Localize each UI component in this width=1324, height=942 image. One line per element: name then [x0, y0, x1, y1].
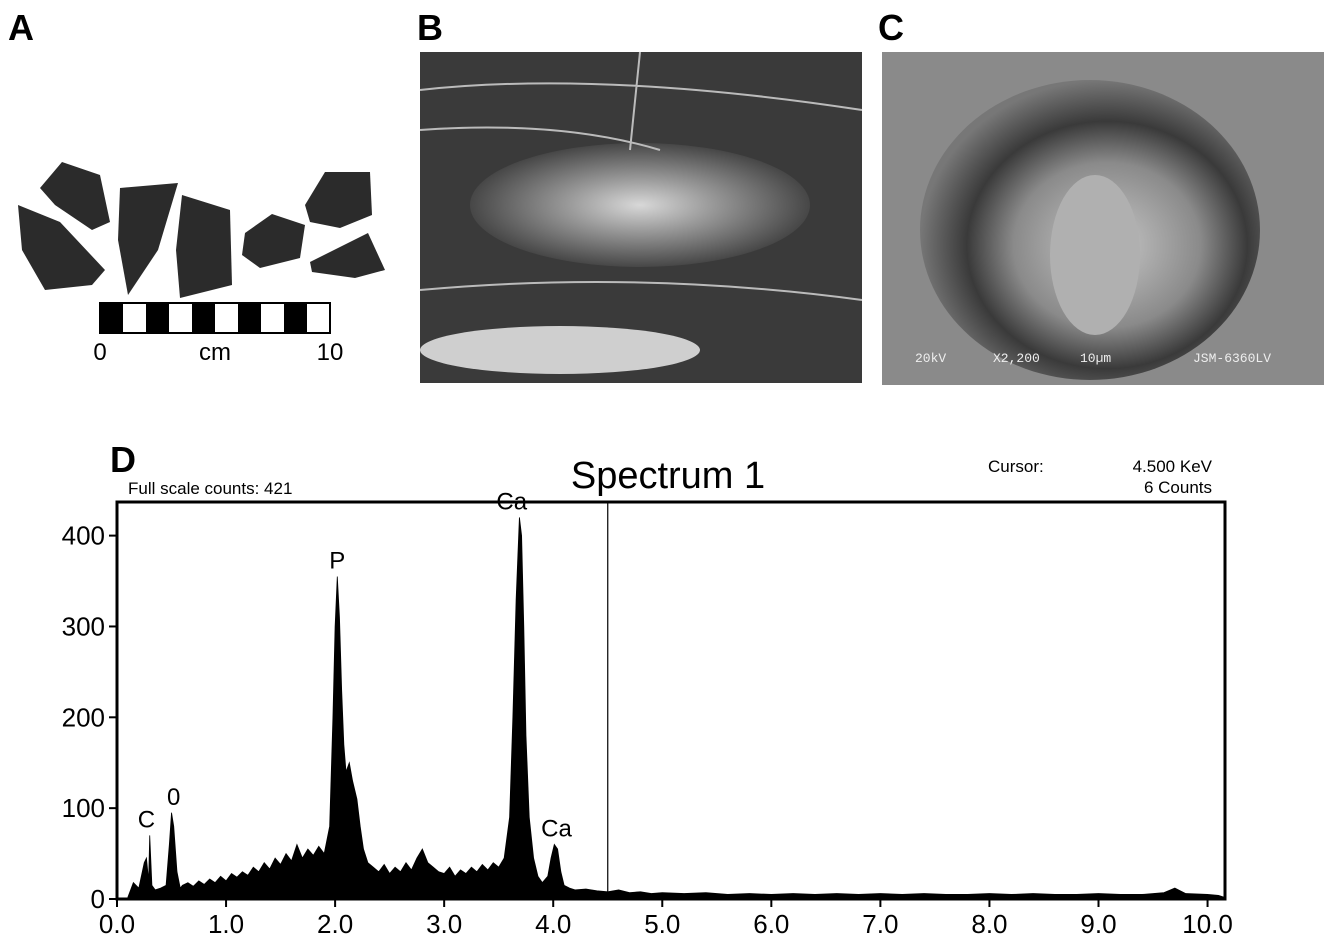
y-tick-label: 300 [62, 611, 105, 641]
panel-label: D [110, 439, 136, 480]
sem-overlay: X2,200 [993, 351, 1040, 366]
scale-label: cm [199, 339, 231, 366]
cursor-energy: 4.500 KeV [1133, 457, 1213, 476]
x-tick-label: 7.0 [862, 909, 898, 939]
x-tick-label: 0.0 [99, 909, 135, 939]
scale-label: 0 [93, 339, 106, 366]
panel-label: C [878, 7, 904, 48]
chart-title: Spectrum 1 [571, 455, 765, 497]
peak-label: Ca [541, 816, 572, 843]
panel-label: B [417, 7, 443, 48]
x-tick-label: 8.0 [971, 909, 1007, 939]
plot: 0 100 200 300 400 0.0 1.0 2.0 3.0 4.0 5.0 6.0 7.0 8.0… [62, 489, 1233, 939]
x-tick-label: 9.0 [1080, 909, 1116, 939]
sem-overlay: JSM-6360LV [1193, 351, 1271, 366]
sem-image [882, 52, 1324, 385]
x-tick-label: 1.0 [208, 909, 244, 939]
x-tick-label: 10.0 [1182, 909, 1233, 939]
sem-overlay: 10µm [1080, 351, 1111, 366]
scale-label: 10 [317, 339, 344, 366]
y-tick-label: 400 [62, 521, 105, 551]
sem-image [419, 51, 863, 383]
y-tick-label: 100 [62, 793, 105, 823]
y-tick-label: 200 [62, 702, 105, 732]
cursor-counts: 6 Counts [1144, 478, 1212, 497]
sem-overlay: 20kV [915, 351, 946, 366]
panel-label: A [8, 7, 34, 48]
peak-label: 0 [167, 784, 180, 811]
full-scale-counts: Full scale counts: 421 [128, 479, 292, 498]
y-tick-label: 0 [91, 884, 105, 914]
x-tick-label: 3.0 [426, 909, 462, 939]
scale-bar [99, 302, 331, 334]
peak-label: C [138, 807, 155, 834]
spectrum-area [127, 517, 1225, 900]
x-tick-label: 2.0 [317, 909, 353, 939]
cursor-label: Cursor: [988, 457, 1044, 476]
x-tick-label: 6.0 [753, 909, 789, 939]
x-tick-label: 4.0 [535, 909, 571, 939]
fragments-photo [18, 162, 385, 298]
peak-label: P [329, 548, 345, 575]
plot-frame [115, 500, 1227, 901]
x-tick-label: 5.0 [644, 909, 680, 939]
